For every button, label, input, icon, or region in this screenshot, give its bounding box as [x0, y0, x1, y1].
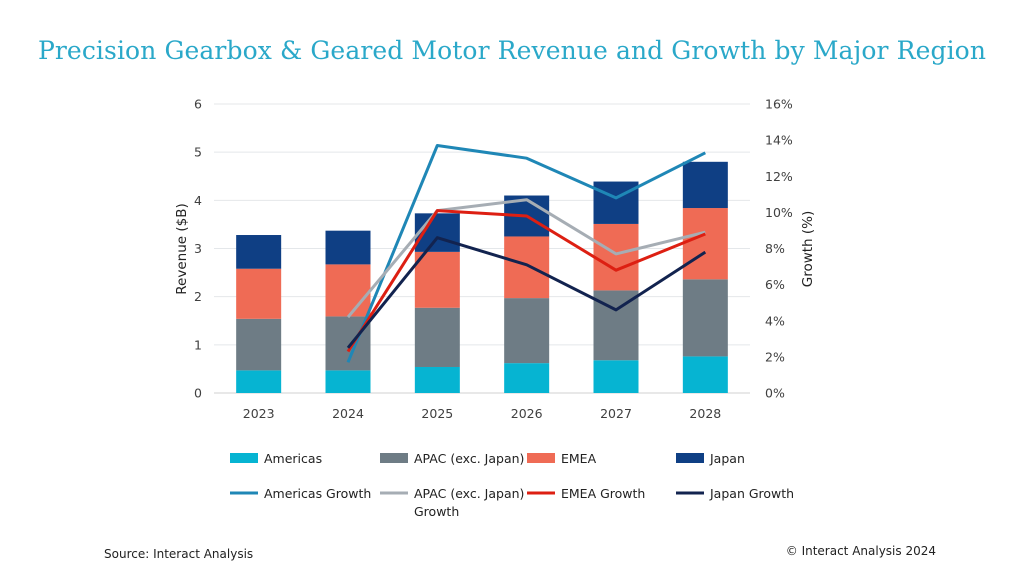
copyright-note: © Interact Analysis 2024 — [785, 544, 936, 558]
bar-emea-2023 — [236, 268, 282, 319]
y-tick-label: 3 — [194, 241, 202, 256]
y-tick-label: 4 — [194, 193, 202, 208]
y2-tick-label: 8% — [765, 241, 785, 256]
x-tick-label: 2023 — [243, 406, 275, 421]
bar-americas-2026 — [504, 363, 550, 393]
bar-emea-2026 — [504, 236, 550, 299]
legend-label-americas-growth: Americas Growth — [264, 486, 371, 501]
source-note: Source: Interact Analysis — [104, 547, 254, 561]
y2-tick-label: 6% — [765, 277, 785, 292]
legend-label-emea-growth: EMEA Growth — [561, 486, 645, 501]
bar-emea-2027 — [593, 223, 639, 291]
y2-tick-label: 2% — [765, 349, 785, 364]
y2-tick-label: 10% — [765, 205, 793, 220]
bar-americas-2023 — [236, 370, 282, 393]
legend: Americas APAC (exc. Japan) EMEA Japan Americ… — [230, 451, 794, 519]
bar-emea-2024 — [325, 264, 371, 317]
bar-americas-2025 — [414, 366, 460, 393]
y-tick-label: 5 — [194, 145, 202, 160]
line-emea-growth — [346, 209, 706, 353]
x-axis-ticks: 2023 2024 2025 2026 2027 2028 — [243, 406, 722, 421]
bar-japan-2027 — [593, 181, 639, 224]
x-tick-label: 2024 — [332, 406, 364, 421]
y-axis-title: Revenue ($B) — [174, 203, 190, 294]
bar-americas-2024 — [325, 370, 371, 393]
legend-swatch-apac-exc-japan — [380, 453, 408, 463]
bar-japan-2023 — [236, 235, 282, 269]
bar-americas-2028 — [682, 356, 728, 393]
x-tick-label: 2027 — [600, 406, 632, 421]
y2-tick-label: 12% — [765, 169, 793, 184]
y-tick-label: 1 — [194, 337, 202, 352]
bars — [236, 161, 728, 393]
line-japan-growth — [346, 236, 707, 349]
bar-americas-2027 — [593, 360, 639, 393]
legend-label-japan: Japan — [709, 451, 745, 466]
legend-label-americas: Americas — [264, 451, 322, 466]
bar-apac-exc-japan-2023 — [236, 318, 282, 371]
bar-apac-exc-japan-2026 — [504, 298, 550, 364]
bar-japan-2028 — [682, 161, 728, 209]
x-tick-label: 2025 — [421, 406, 453, 421]
y-tick-label: 0 — [194, 386, 202, 401]
bar-emea-2025 — [414, 251, 460, 308]
growth-lines — [346, 144, 707, 363]
legend-swatch-japan — [676, 453, 704, 463]
y2-tick-label: 14% — [765, 133, 793, 148]
legend-label-japan-growth: Japan Growth — [709, 486, 794, 501]
y2-axis-ticks: 0% 2% 4% 6% 8% 10% 12% 14% 16% — [765, 97, 793, 401]
y2-tick-label: 4% — [765, 313, 785, 328]
line-apac-exc-japan-growth — [346, 198, 706, 319]
bar-apac-exc-japan-2028 — [682, 279, 728, 357]
chart-title: Precision Gearbox & Geared Motor Revenue… — [37, 36, 987, 65]
x-tick-label: 2026 — [511, 406, 543, 421]
legend-label-emea: EMEA — [561, 451, 597, 466]
y2-tick-label: 16% — [765, 97, 793, 112]
legend-label-apac-exc-japan-growth: APAC (exc. Japan) Growth — [414, 486, 524, 519]
y-tick-label: 2 — [194, 289, 202, 304]
legend-swatch-emea — [527, 453, 555, 463]
line-americas-growth — [346, 144, 706, 363]
bar-apac-exc-japan-2025 — [414, 307, 460, 367]
x-tick-label: 2028 — [689, 406, 721, 421]
y-tick-label: 6 — [194, 97, 202, 112]
bar-emea-2028 — [682, 208, 728, 280]
y2-tick-label: 0% — [765, 386, 785, 401]
y-axis-ticks: 0 1 2 3 4 5 6 — [194, 97, 202, 401]
legend-label-apac-exc-japan: APAC (exc. Japan) — [414, 451, 524, 466]
legend-swatch-americas — [230, 453, 258, 463]
y2-axis-title: Growth (%) — [800, 211, 816, 288]
bar-japan-2024 — [325, 230, 371, 265]
